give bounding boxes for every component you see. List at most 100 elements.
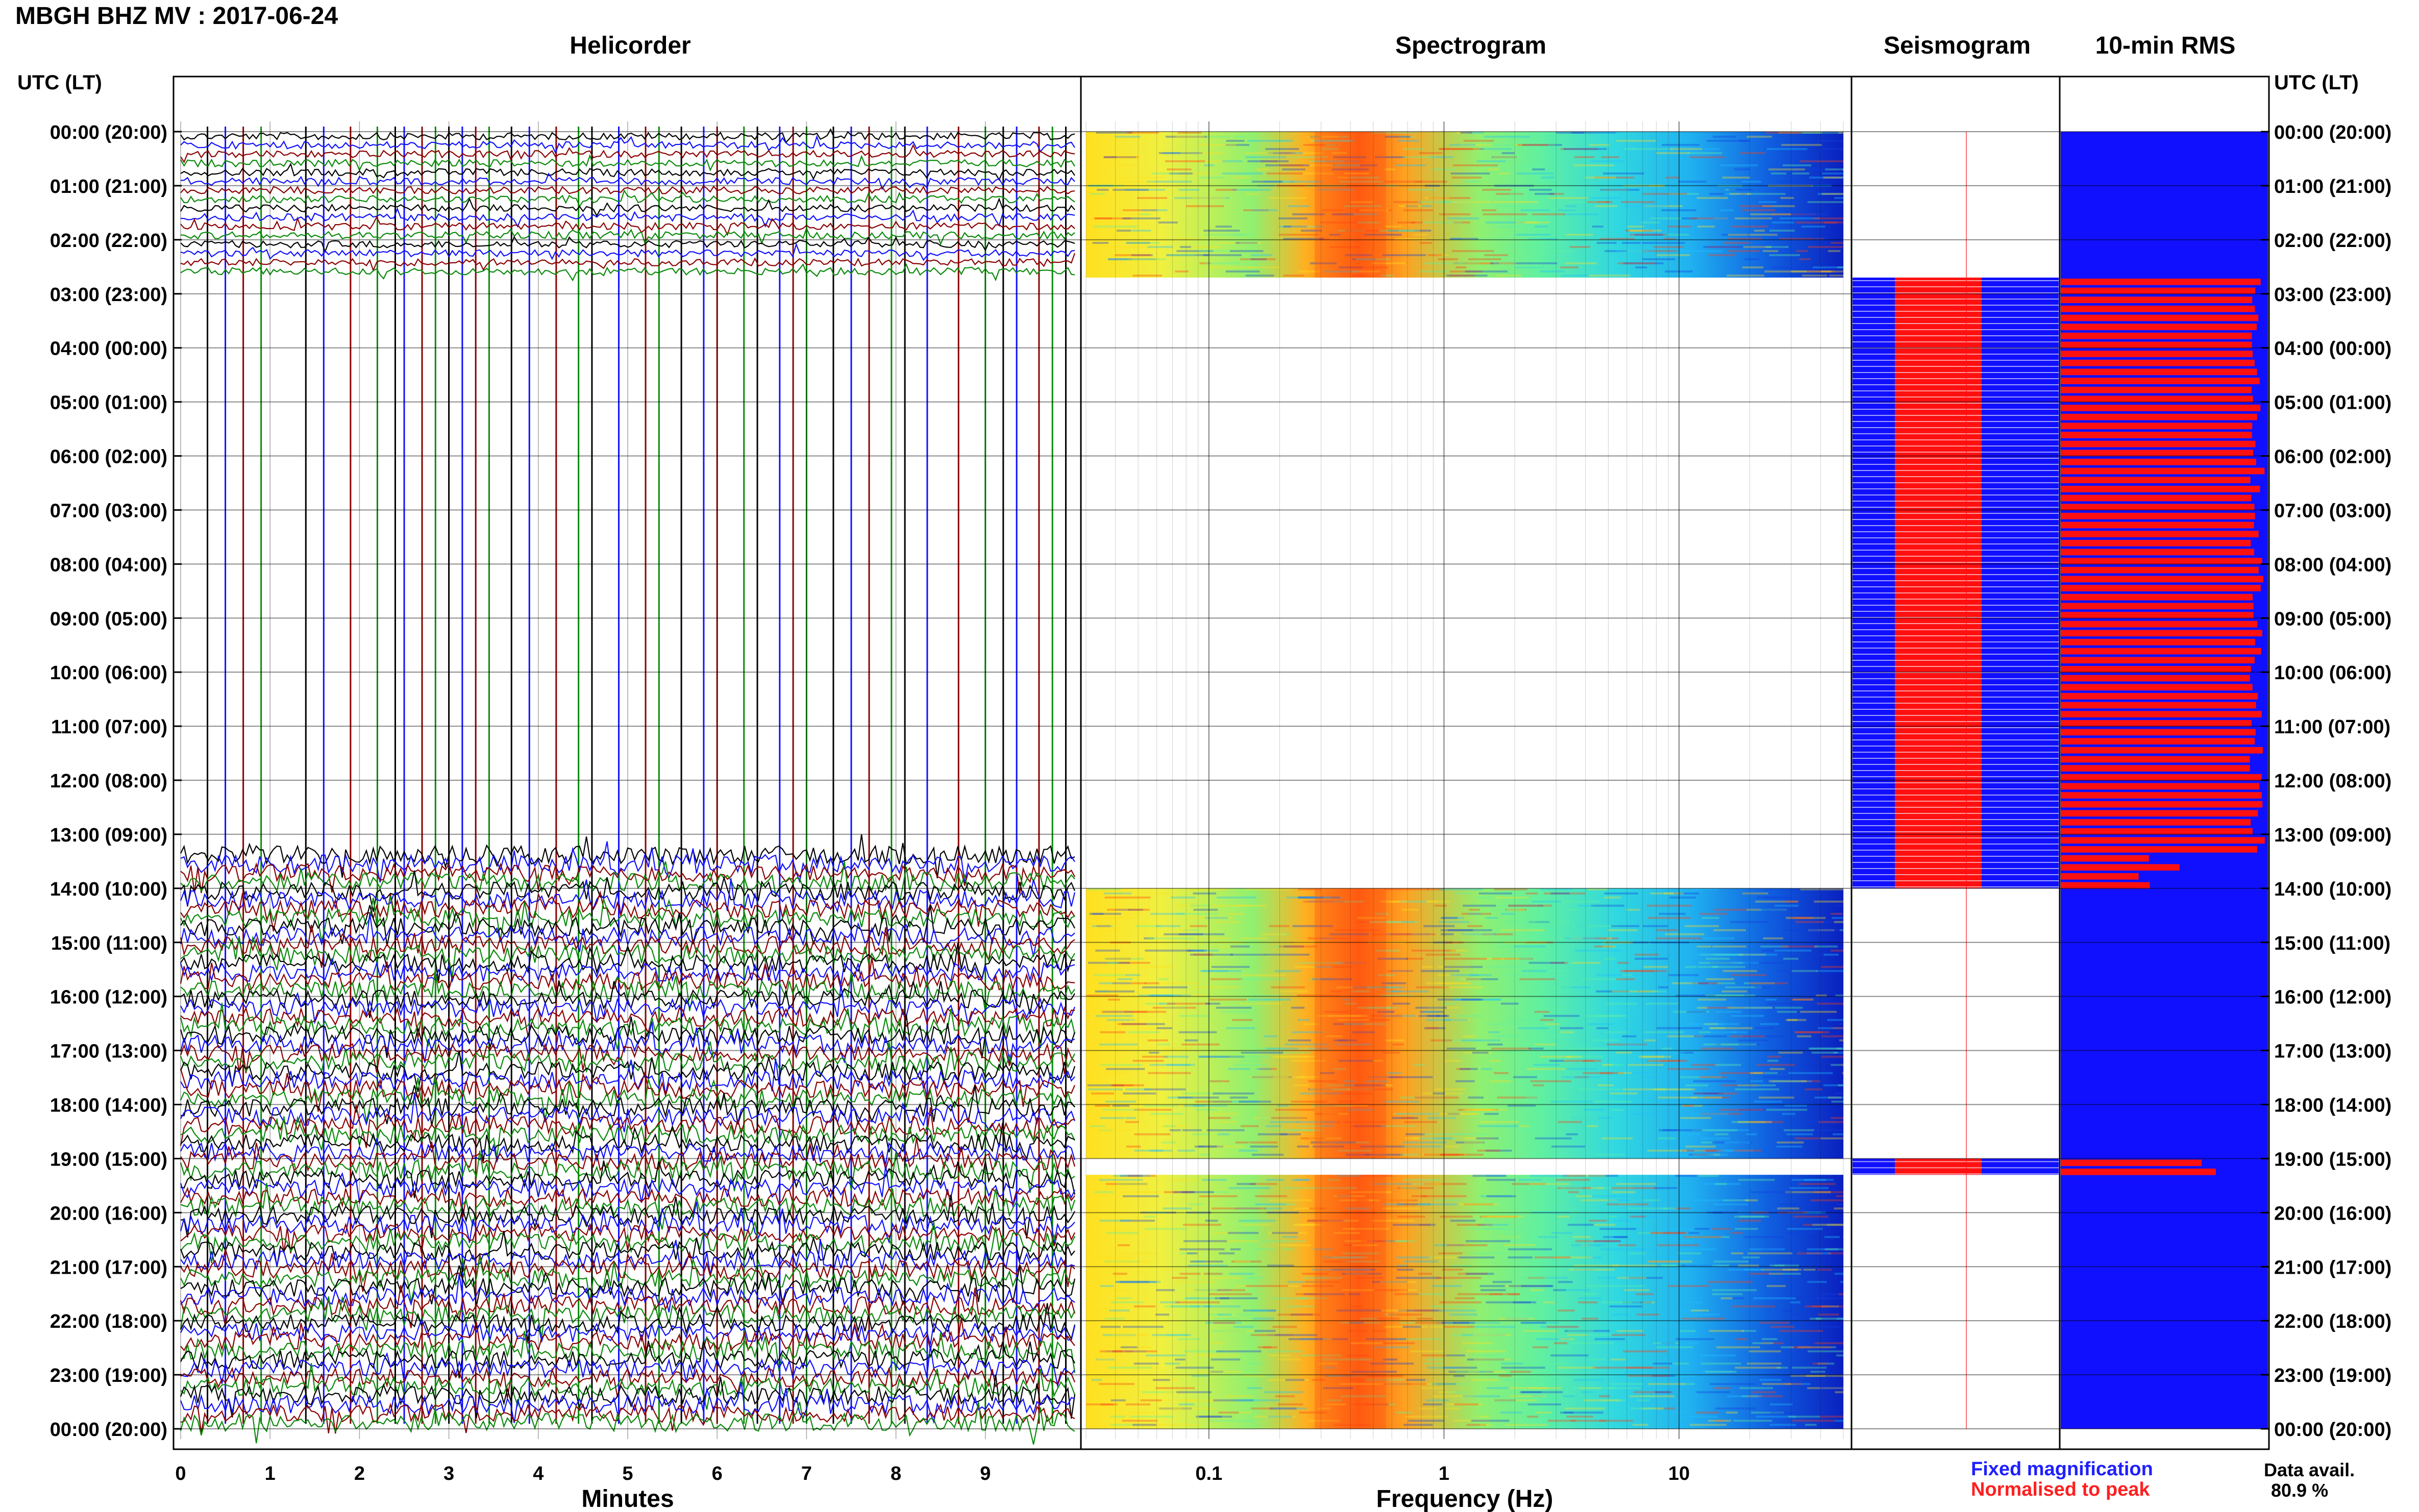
spectrogram-speckle bbox=[1239, 978, 1285, 980]
spectrogram-speckle bbox=[1210, 1080, 1230, 1082]
spectrogram-speckle bbox=[1240, 1411, 1252, 1414]
time-label-left: 07:00 (03:00) bbox=[50, 500, 167, 522]
spectrogram-speckle bbox=[1418, 1203, 1431, 1206]
spectrogram-speckle bbox=[1559, 900, 1600, 903]
spectrogram-speckle bbox=[1308, 1088, 1348, 1090]
spectrogram-speckle bbox=[1708, 1420, 1732, 1422]
spectrogram-speckle bbox=[1190, 953, 1233, 956]
spectrogram-speckle bbox=[1444, 965, 1483, 968]
spectrogram-speckle bbox=[1161, 1269, 1179, 1271]
spectrogram-speckle bbox=[1715, 1010, 1742, 1013]
spectrogram-speckle bbox=[1086, 168, 1108, 170]
spectrogram-speckle bbox=[1810, 929, 1839, 931]
time-label-right: 21:00 (17:00) bbox=[2274, 1257, 2391, 1278]
spectrogram-speckle bbox=[1790, 916, 1810, 919]
spectrogram-speckle bbox=[1263, 1346, 1278, 1349]
spectrogram-speckle bbox=[1456, 1068, 1471, 1070]
spectrogram-speckle bbox=[1812, 1224, 1843, 1226]
spectrogram-speckle bbox=[1696, 945, 1711, 948]
spectrogram-speckle bbox=[1664, 238, 1676, 240]
spectrogram-speckle bbox=[1269, 1407, 1297, 1410]
spectrogram-speckle bbox=[1280, 1133, 1301, 1135]
spectrogram-speckle bbox=[1596, 974, 1642, 976]
spectrogram-speckle bbox=[1177, 1338, 1201, 1341]
spectrogram-speckle bbox=[1806, 1375, 1843, 1377]
spectrogram-speckle bbox=[1530, 1080, 1571, 1082]
spectrogram-speckle bbox=[1474, 1358, 1511, 1361]
spectrogram-speckle bbox=[1820, 965, 1843, 968]
spectrogram-speckle bbox=[1315, 1112, 1339, 1115]
spectrogram-speckle bbox=[1602, 1399, 1626, 1402]
spectrogram-speckle bbox=[1668, 193, 1699, 195]
spectrogram-speckle bbox=[1601, 1137, 1633, 1139]
spectrogram-speckle bbox=[1343, 205, 1382, 207]
spectrogram-speckle bbox=[1120, 1220, 1155, 1222]
spectrogram-speckle bbox=[1768, 1080, 1807, 1082]
spectrogram-speckle bbox=[1600, 1248, 1645, 1251]
spectrogram-speckle bbox=[1184, 1039, 1198, 1042]
spectrogram-speckle bbox=[1384, 1326, 1428, 1328]
spectrogram-speckle bbox=[1484, 1220, 1494, 1222]
helicorder-trace bbox=[180, 1363, 1076, 1410]
spectrogram-speckle bbox=[1452, 164, 1498, 166]
spectrogram-speckle bbox=[1246, 1285, 1289, 1287]
spectrogram-speckle bbox=[1128, 908, 1143, 911]
spectrogram-speckle bbox=[1255, 1203, 1287, 1206]
spectrogram-speckle bbox=[1508, 1256, 1533, 1259]
spectrogram-speckle bbox=[1514, 945, 1546, 948]
spectrogram-speckle bbox=[1558, 1121, 1582, 1123]
spectrogram-speckle bbox=[1112, 1334, 1148, 1336]
spectrogram-speckle bbox=[1463, 904, 1496, 907]
spectrogram-speckle bbox=[1654, 1088, 1695, 1090]
time-label-left: 21:00 (17:00) bbox=[50, 1257, 167, 1278]
spectrogram-speckle bbox=[1508, 974, 1539, 976]
spectrogram-speckle bbox=[1586, 1285, 1621, 1287]
spectrogram-speckle bbox=[1277, 1313, 1321, 1316]
spectrogram-speckle bbox=[1694, 953, 1737, 956]
spectrogram-speckle bbox=[1599, 1228, 1636, 1230]
spectrogram-speckle bbox=[1646, 949, 1657, 952]
spectrogram-speckle bbox=[1441, 1269, 1463, 1271]
spectrogram-speckle bbox=[1248, 266, 1280, 268]
spectrogram-speckle bbox=[1252, 181, 1283, 183]
spectrogram-speckle bbox=[1746, 908, 1787, 911]
spectrogram-speckle bbox=[1444, 1019, 1468, 1021]
spectrogram-speckle bbox=[1604, 892, 1638, 895]
spectrogram-speckle bbox=[1087, 1084, 1124, 1086]
spectrogram-speckle bbox=[1321, 1125, 1334, 1127]
spectrogram-speckle bbox=[1105, 1100, 1137, 1103]
spectrogram-speckle bbox=[1112, 982, 1147, 984]
spectrogram-speckle bbox=[1253, 994, 1280, 997]
spectrogram-speckle bbox=[1348, 266, 1389, 268]
spectrogram-speckle bbox=[1440, 1117, 1454, 1119]
helicorder-trace bbox=[180, 197, 1075, 217]
spectrogram-speckle bbox=[1810, 1047, 1843, 1050]
spectrogram-speckle bbox=[1415, 1322, 1445, 1324]
spectrogram-speckle bbox=[1115, 1281, 1161, 1283]
spectrogram-speckle bbox=[1790, 270, 1832, 272]
spectrogram-speckle bbox=[1265, 164, 1310, 166]
spectrogram-speckle bbox=[1458, 1108, 1498, 1111]
spectrogram-speckle bbox=[1693, 1092, 1719, 1095]
spectrogram-speckle bbox=[1294, 1207, 1320, 1210]
spectrogram-speckle bbox=[1333, 1068, 1346, 1070]
spectrogram-speckle bbox=[1360, 1145, 1404, 1148]
spectrogram-speckle bbox=[1700, 1362, 1741, 1365]
spectrogram-speckle bbox=[1476, 1137, 1499, 1139]
spectrogram-speckle bbox=[1128, 1175, 1156, 1177]
spectrogram-speckle bbox=[1376, 185, 1398, 187]
spectrogram-speckle bbox=[1660, 1342, 1675, 1345]
spectrogram-speckle bbox=[1095, 1289, 1130, 1292]
spectrogram-speckle bbox=[1630, 230, 1662, 232]
spectrogram-speckle bbox=[1480, 957, 1505, 960]
spectrogram-speckle bbox=[1187, 949, 1204, 952]
spectrogram-speckle bbox=[1746, 1362, 1782, 1365]
spectrogram-speckle bbox=[1527, 1416, 1538, 1418]
spectrogram-speckle bbox=[1395, 1112, 1440, 1115]
spectrogram-speckle bbox=[1273, 1076, 1306, 1078]
spectrogram-speckle bbox=[1110, 1416, 1126, 1418]
spectrogram-speckle bbox=[1334, 164, 1360, 166]
spectrogram-speckle bbox=[1797, 1035, 1812, 1037]
spectrogram-peak-band bbox=[1315, 1175, 1387, 1429]
spectrogram-speckle bbox=[1708, 1031, 1736, 1033]
